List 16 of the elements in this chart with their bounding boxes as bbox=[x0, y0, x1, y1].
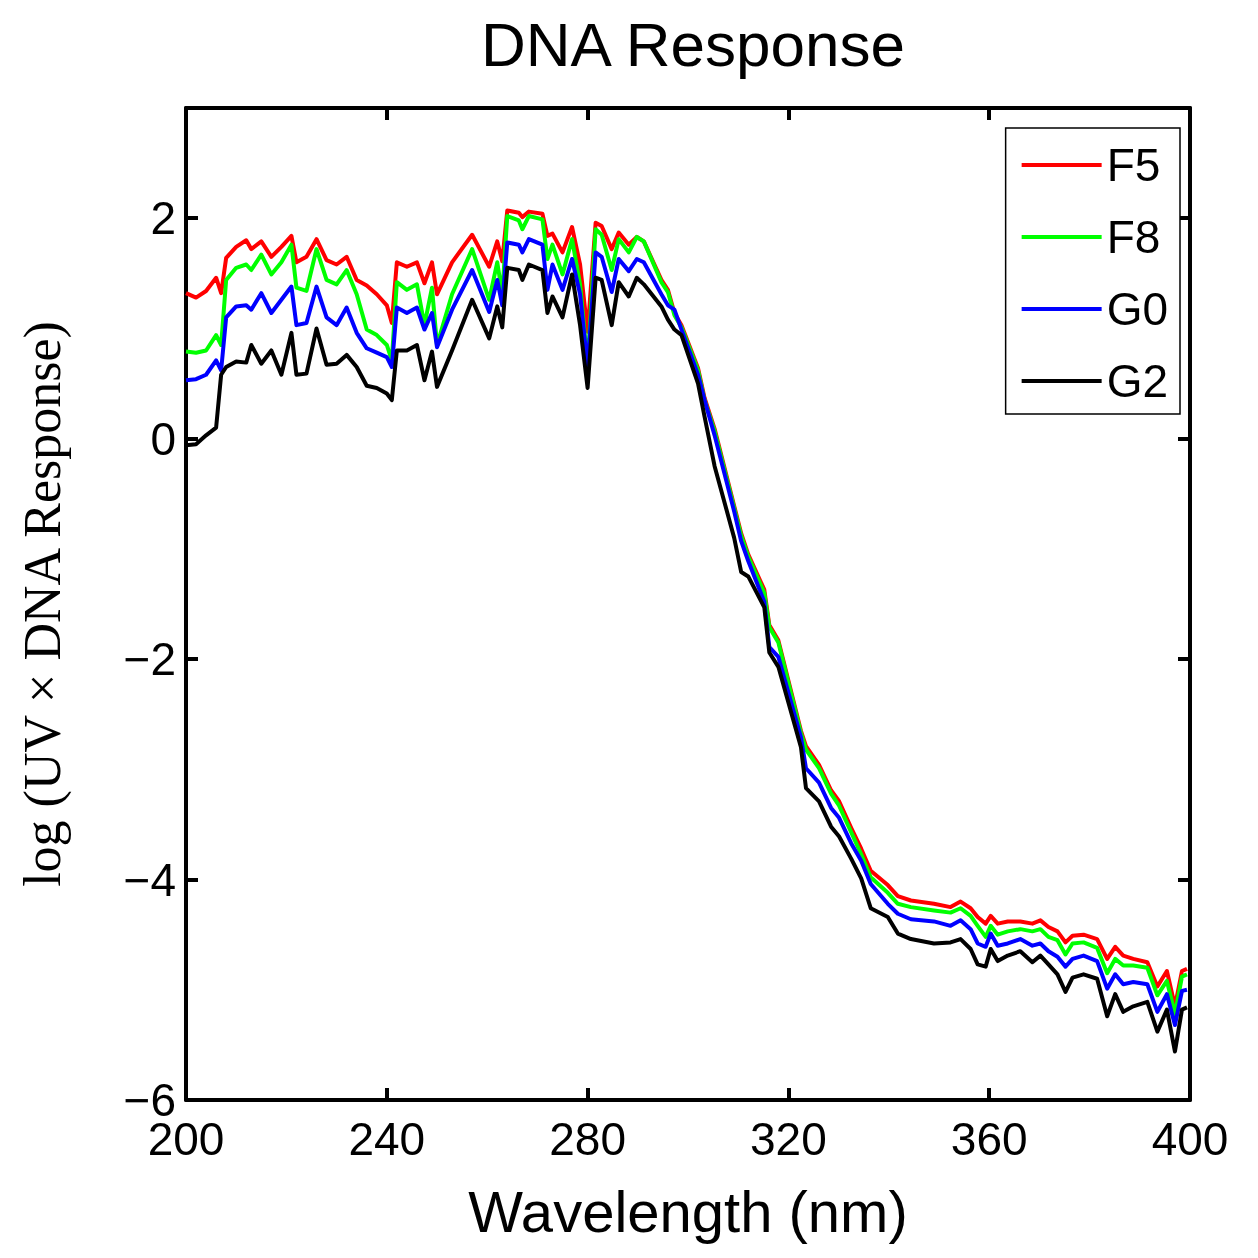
x-tick-label: 240 bbox=[348, 1113, 426, 1165]
x-axis-title: Wavelength (nm) bbox=[468, 1178, 908, 1244]
x-tick-label: 360 bbox=[950, 1113, 1028, 1165]
y-tick-label: 0 bbox=[150, 412, 176, 465]
x-tick-label: 400 bbox=[1151, 1113, 1229, 1165]
y-tick-label: −2 bbox=[123, 633, 176, 686]
legend-label: G2 bbox=[1106, 355, 1169, 407]
y-tick-label: 2 bbox=[150, 192, 176, 245]
legend-label: G0 bbox=[1106, 283, 1169, 335]
legend-label: F5 bbox=[1106, 139, 1161, 191]
x-tick-label: 280 bbox=[549, 1113, 626, 1165]
x-tick-label: 320 bbox=[750, 1113, 827, 1165]
chart-title: DNA Response bbox=[481, 9, 905, 79]
legend-label: F8 bbox=[1106, 211, 1161, 263]
y-axis-title: log (UV × DNA Response) bbox=[13, 321, 72, 887]
y-tick-label: −4 bbox=[123, 853, 176, 906]
